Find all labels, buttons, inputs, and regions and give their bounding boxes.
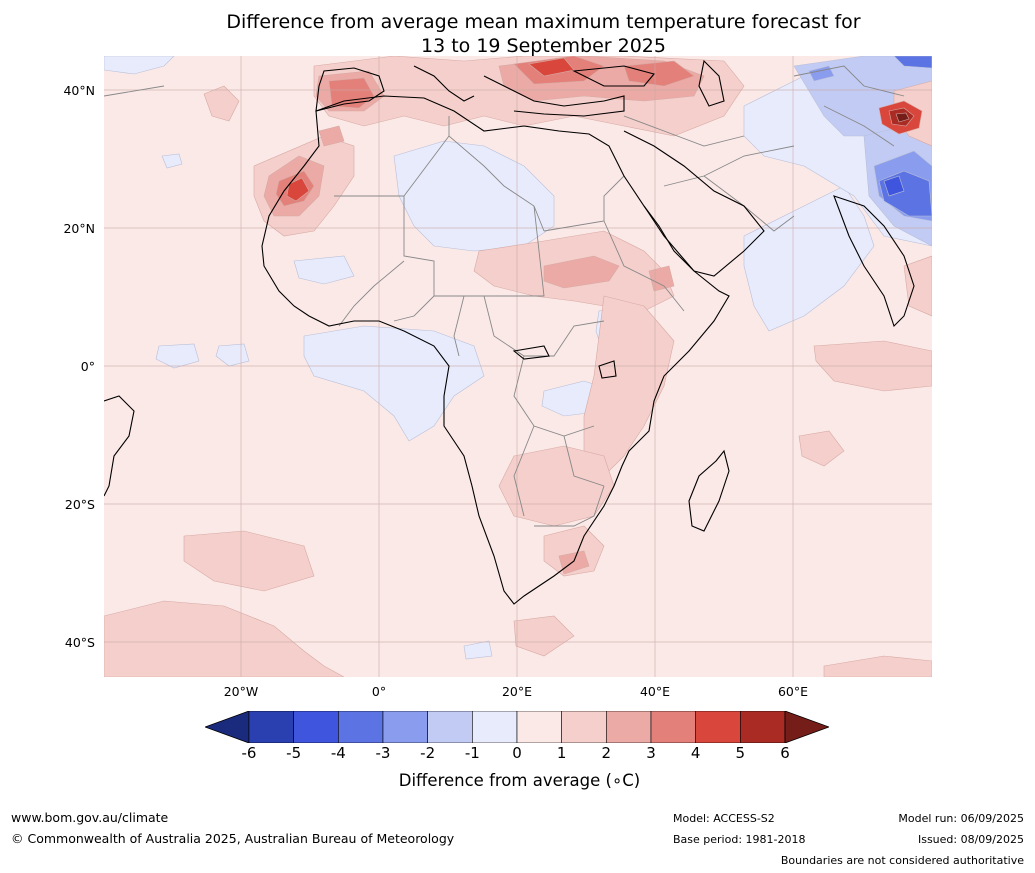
- colorbar-tick-label: 2: [601, 744, 612, 762]
- colorbar-tick-label: 5: [735, 744, 746, 762]
- colorbar-tick-label: 4: [690, 744, 701, 762]
- colorbar-extend-low: [205, 711, 250, 743]
- footer-disclaimer: Boundaries are not considered authoritat…: [780, 854, 1024, 867]
- colorbar-title: Difference from average (∘C): [398, 771, 641, 790]
- colorbar-segment: [516, 711, 562, 743]
- country-borders: [104, 65, 905, 527]
- lon-label-20e: 20°E: [501, 684, 533, 699]
- coastlines: [104, 59, 915, 605]
- colorbar: [205, 711, 829, 743]
- colorbar-tick-label: -3: [375, 744, 391, 762]
- colorbar-extend-high: [784, 711, 829, 743]
- colorbar-tick-label: -5: [286, 744, 302, 762]
- graticule: [104, 56, 932, 677]
- colorbar-segment: [293, 711, 339, 743]
- colorbar-tick-label: 6: [780, 744, 790, 762]
- colorbar-segment: [248, 711, 294, 743]
- footer-base-period: Base period: 1981-2018: [673, 833, 806, 846]
- lon-label-20w: 20°W: [223, 684, 259, 699]
- colorbar-segment: [382, 711, 428, 743]
- footer-model-run: Model run: 06/09/2025: [898, 812, 1024, 825]
- map-canvas: [104, 56, 932, 677]
- warm-anomaly-regions: [104, 56, 932, 677]
- map-title-line-1: Difference from average mean maximum tem…: [226, 11, 861, 33]
- colorbar-tick-label: 0: [512, 744, 522, 762]
- lon-label-40e: 40°E: [639, 684, 671, 699]
- colorbar-segment: [650, 711, 696, 743]
- cool-anomaly-regions: [104, 56, 932, 660]
- colorbar-segment: [427, 711, 473, 743]
- colorbar-tick-label: -2: [420, 744, 436, 762]
- colorbar-segment: [472, 711, 518, 743]
- colorbar-tick-label: 1: [556, 744, 567, 762]
- colorbar-tick-label: -4: [330, 744, 346, 762]
- colorbar-tick-label: 3: [646, 744, 656, 762]
- lon-label-60e: 60°E: [777, 684, 809, 699]
- colorbar-segment: [606, 711, 652, 743]
- colorbar-segment: [740, 711, 786, 743]
- colorbar-segment: [338, 711, 384, 743]
- temperature-anomaly-map: [104, 56, 932, 677]
- footer-copyright: © Commonwealth of Australia 2025, Austra…: [11, 831, 455, 846]
- lat-label-40n: 40°N: [63, 83, 95, 98]
- footer-model: Model: ACCESS-S2: [673, 812, 775, 825]
- footer-issued: Issued: 08/09/2025: [917, 833, 1024, 846]
- colorbar-tick-label: -6: [241, 744, 257, 762]
- colorbar-tick-label: -1: [464, 744, 480, 762]
- lat-label-40s: 40°S: [64, 635, 95, 650]
- map-title-line-2: 13 to 19 September 2025: [421, 35, 666, 57]
- lat-label-20s: 20°S: [64, 497, 95, 512]
- lat-label-0: 0°: [80, 359, 95, 374]
- colorbar-segment: [561, 711, 607, 743]
- lat-label-20n: 20°N: [63, 221, 95, 236]
- footer-website: www.bom.gov.au/climate: [11, 810, 169, 825]
- colorbar-segment: [695, 711, 741, 743]
- lon-label-0: 0°: [371, 684, 387, 699]
